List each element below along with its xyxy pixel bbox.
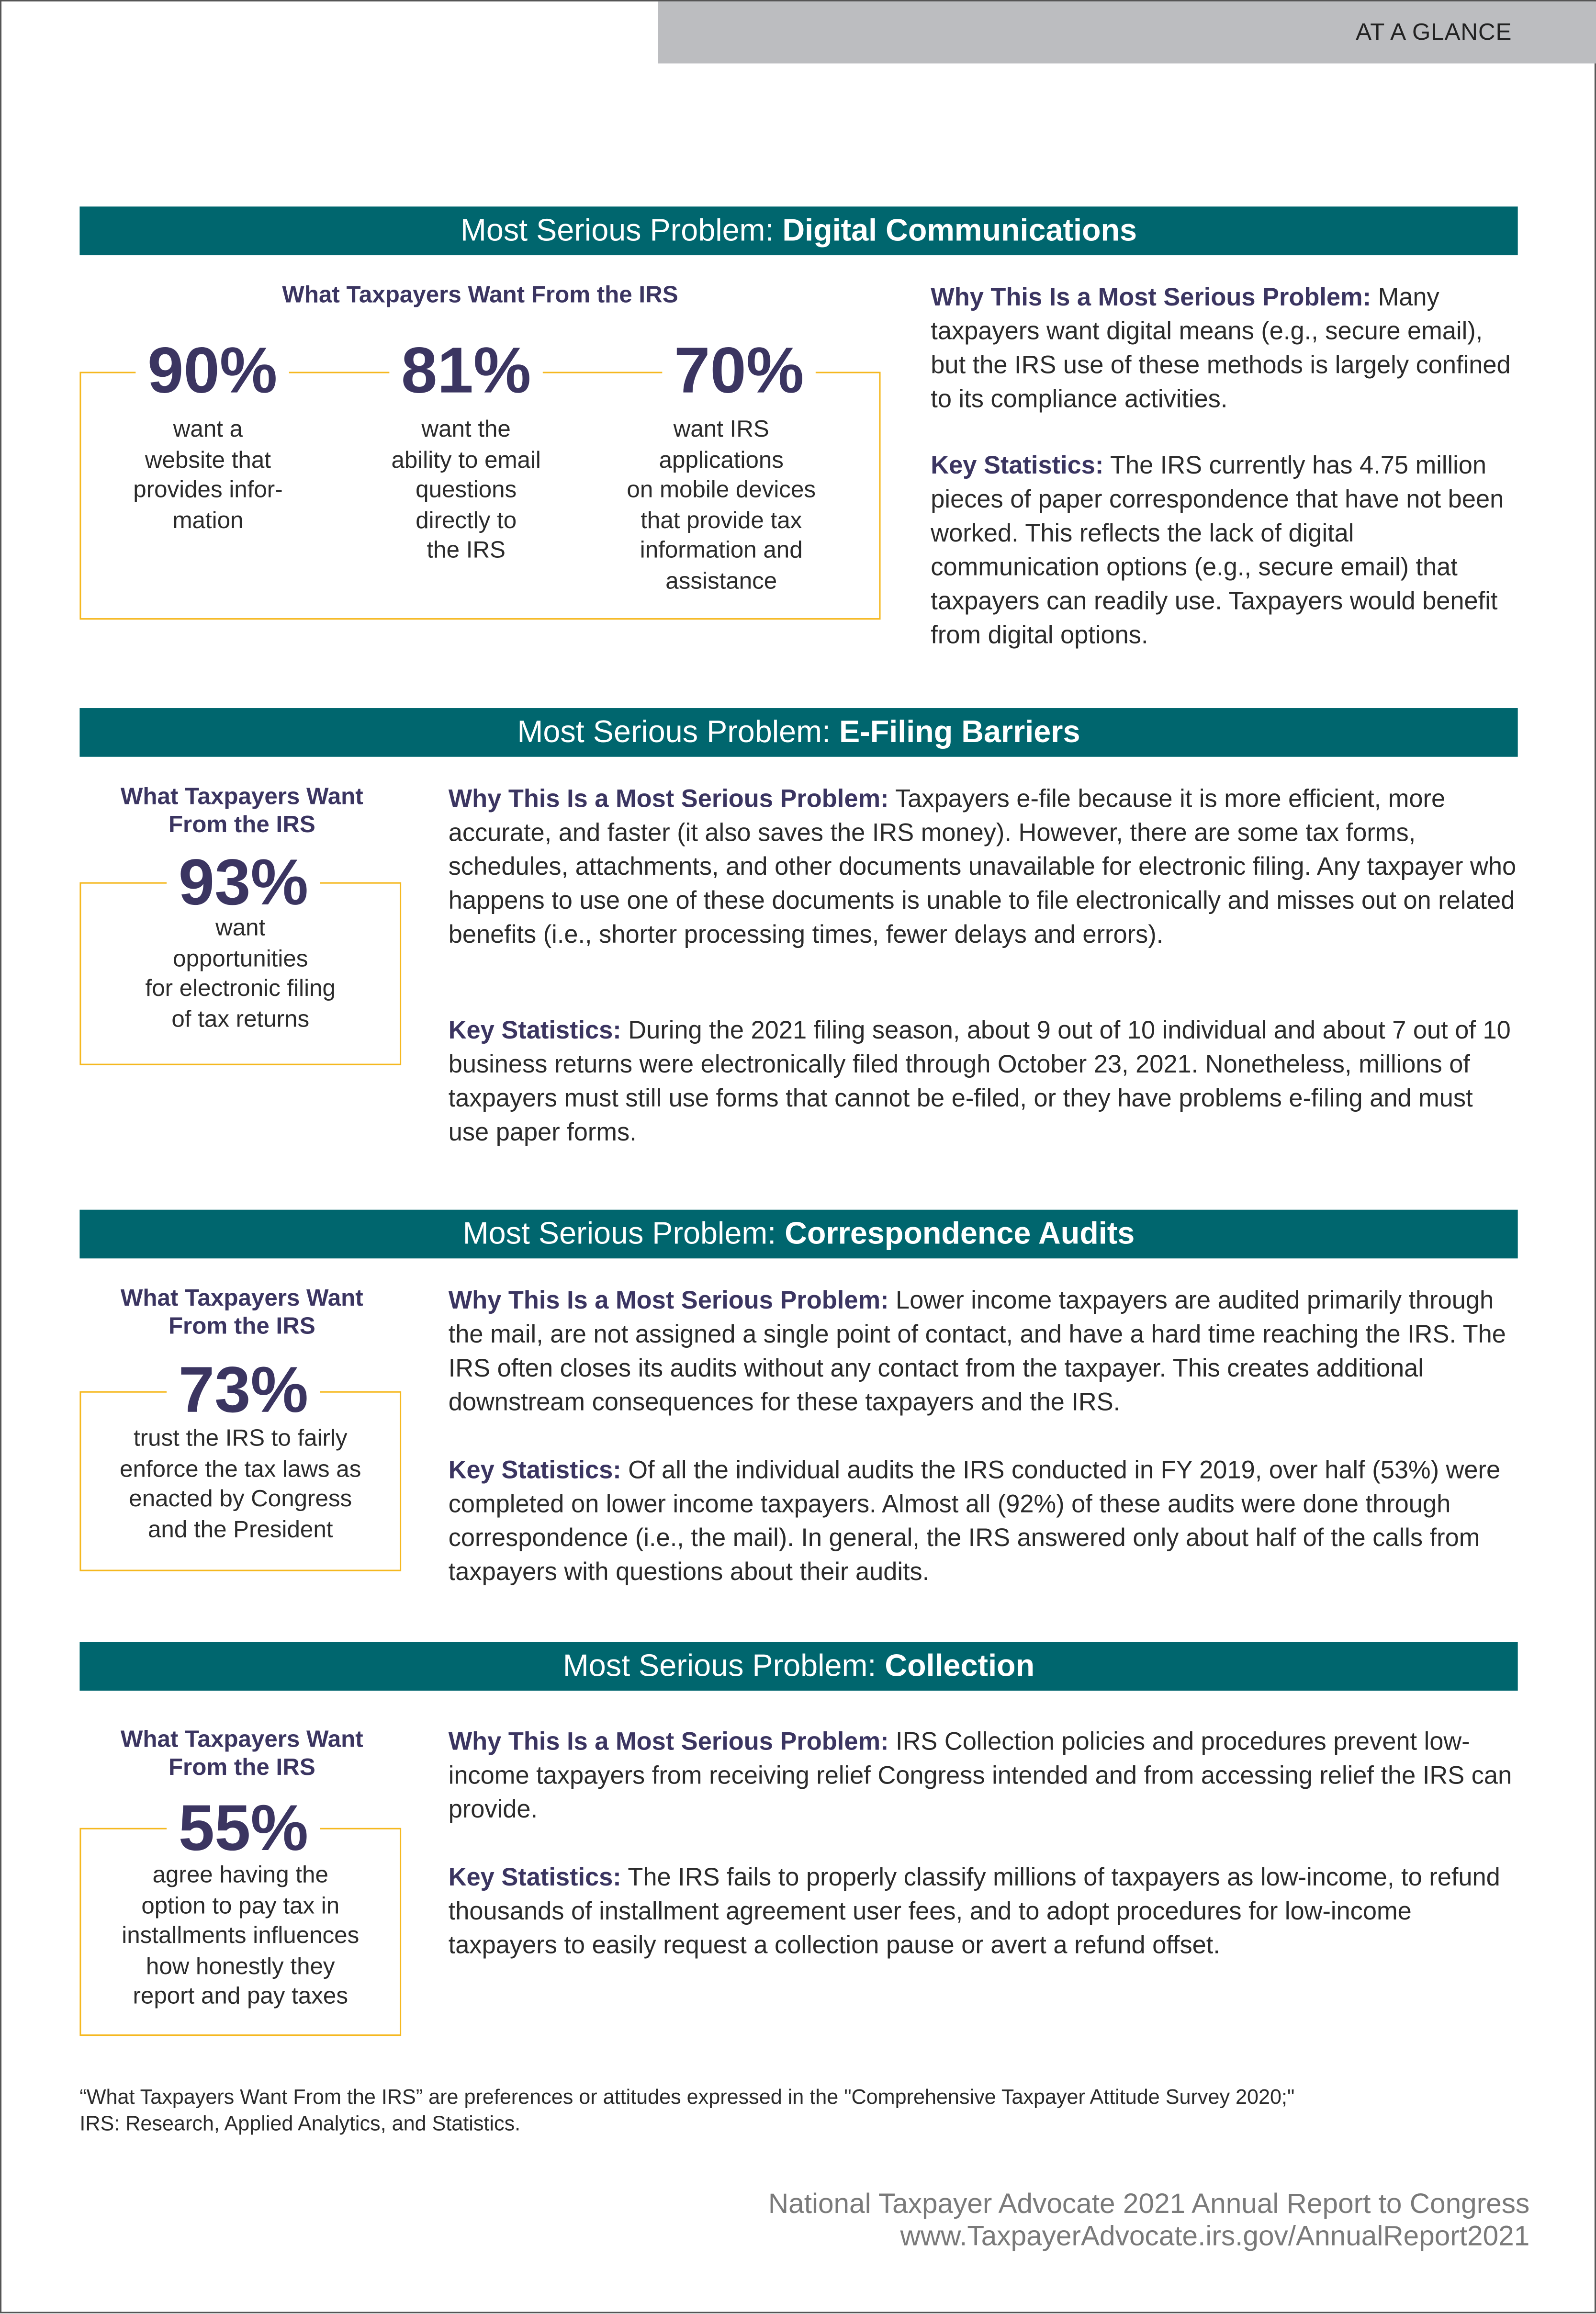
key-label: Key Statistics:	[448, 1456, 621, 1484]
key-stats-paragraph: Key Statistics: The IRS fails to properl…	[449, 1861, 1518, 1963]
why-paragraph: Why This Is a Most Serious Problem: Taxp…	[449, 782, 1518, 951]
banner-prefix: Most Serious Problem:	[517, 715, 840, 750]
why-label: Why This Is a Most Serious Problem:	[448, 785, 889, 813]
want-heading: What Taxpayers Want From the IRS	[120, 1727, 363, 1781]
key-text: Of all the individual audits the IRS con…	[448, 1456, 1501, 1586]
want-heading: What Taxpayers Want From the IRS	[282, 283, 678, 308]
top-bar: AT A GLANCE	[658, 1, 1596, 64]
stat-desc: want opportunities for electronic filing…	[145, 916, 336, 1032]
footnote: “What Taxpayers Want From the IRS” are p…	[79, 2083, 1540, 2136]
footer: National Taxpayer Advocate 2021 Annual R…	[768, 2190, 1529, 2255]
key-label: Key Statistics:	[448, 1863, 621, 1892]
stat-desc: want the ability to email questions dire…	[391, 418, 541, 564]
stat-value: 73%	[167, 1358, 320, 1424]
banner-title: Correspondence Audits	[785, 1217, 1135, 1251]
key-label: Key Statistics:	[931, 451, 1104, 480]
banner-title: Collection	[885, 1649, 1035, 1683]
stat-desc: trust the IRS to fairly enforce the tax …	[120, 1426, 361, 1543]
banner-collection: Most Serious Problem: Collection	[79, 1642, 1518, 1691]
want-heading: What Taxpayers Want From the IRS	[120, 1286, 363, 1340]
stat-value: 70%	[662, 339, 816, 405]
why-label: Why This Is a Most Serious Problem:	[931, 283, 1371, 312]
why-paragraph: Why This Is a Most Serious Problem: IRS …	[449, 1725, 1518, 1827]
stat-value: 81%	[389, 339, 543, 405]
stat-desc: agree having the option to pay tax in in…	[122, 1863, 360, 2009]
why-paragraph: Why This Is a Most Serious Problem: Lowe…	[449, 1284, 1518, 1419]
banner-title: Digital Communications	[782, 214, 1137, 248]
key-stats-paragraph: Key Statistics: Of all the individual au…	[449, 1453, 1518, 1589]
footnote-line: IRS: Research, Applied Analytics, and St…	[79, 2111, 521, 2135]
key-text: The IRS fails to properly classify milli…	[448, 1863, 1500, 1959]
footer-url: www.TaxpayerAdvocate.irs.gov/AnnualRepor…	[900, 2222, 1530, 2253]
key-stats-paragraph: Key Statistics: The IRS currently has 4.…	[931, 449, 1513, 652]
stat-value: 93%	[167, 850, 320, 916]
why-label: Why This Is a Most Serious Problem:	[448, 1727, 889, 1756]
key-stats-paragraph: Key Statistics: During the 2021 filing s…	[449, 1014, 1518, 1149]
footnote-line: “What Taxpayers Want From the IRS” are p…	[79, 2084, 1295, 2109]
why-text: IRS Collection policies and procedures p…	[448, 1727, 1512, 1824]
stat-desc: want a website that provides infor- mati…	[133, 418, 283, 533]
banner-prefix: Most Serious Problem:	[460, 214, 783, 248]
stat-desc: want IRS applications on mobile devices …	[627, 418, 816, 594]
banner-digital-communications: Most Serious Problem: Digital Communicat…	[79, 206, 1518, 256]
why-text: Lower income taxpayers are audited prima…	[448, 1286, 1506, 1417]
why-label: Why This Is a Most Serious Problem:	[448, 1286, 889, 1315]
banner-prefix: Most Serious Problem:	[562, 1649, 885, 1683]
key-label: Key Statistics:	[448, 1016, 621, 1045]
why-paragraph: Why This Is a Most Serious Problem: Many…	[931, 280, 1513, 416]
banner-correspondence-audits: Most Serious Problem: Correspondence Aud…	[79, 1209, 1518, 1259]
why-text: Many taxpayers want digital means (e.g.,…	[931, 283, 1511, 413]
banner-prefix: Most Serious Problem:	[462, 1217, 785, 1251]
key-text: The IRS currently has 4.75 million piece…	[931, 451, 1504, 649]
banner-e-filing-barriers: Most Serious Problem: E-Filing Barriers	[79, 708, 1518, 757]
stat-value: 55%	[167, 1796, 320, 1862]
stat-value: 90%	[135, 339, 290, 405]
banner-title: E-Filing Barriers	[839, 715, 1080, 750]
want-heading: What Taxpayers Want From the IRS	[120, 785, 363, 838]
footer-report-title: National Taxpayer Advocate 2021 Annual R…	[768, 2189, 1530, 2221]
key-text: During the 2021 filing season, about 9 o…	[448, 1016, 1511, 1147]
at-a-glance-label: AT A GLANCE	[1356, 21, 1512, 46]
why-text: Taxpayers e-file because it is more effi…	[448, 785, 1517, 949]
